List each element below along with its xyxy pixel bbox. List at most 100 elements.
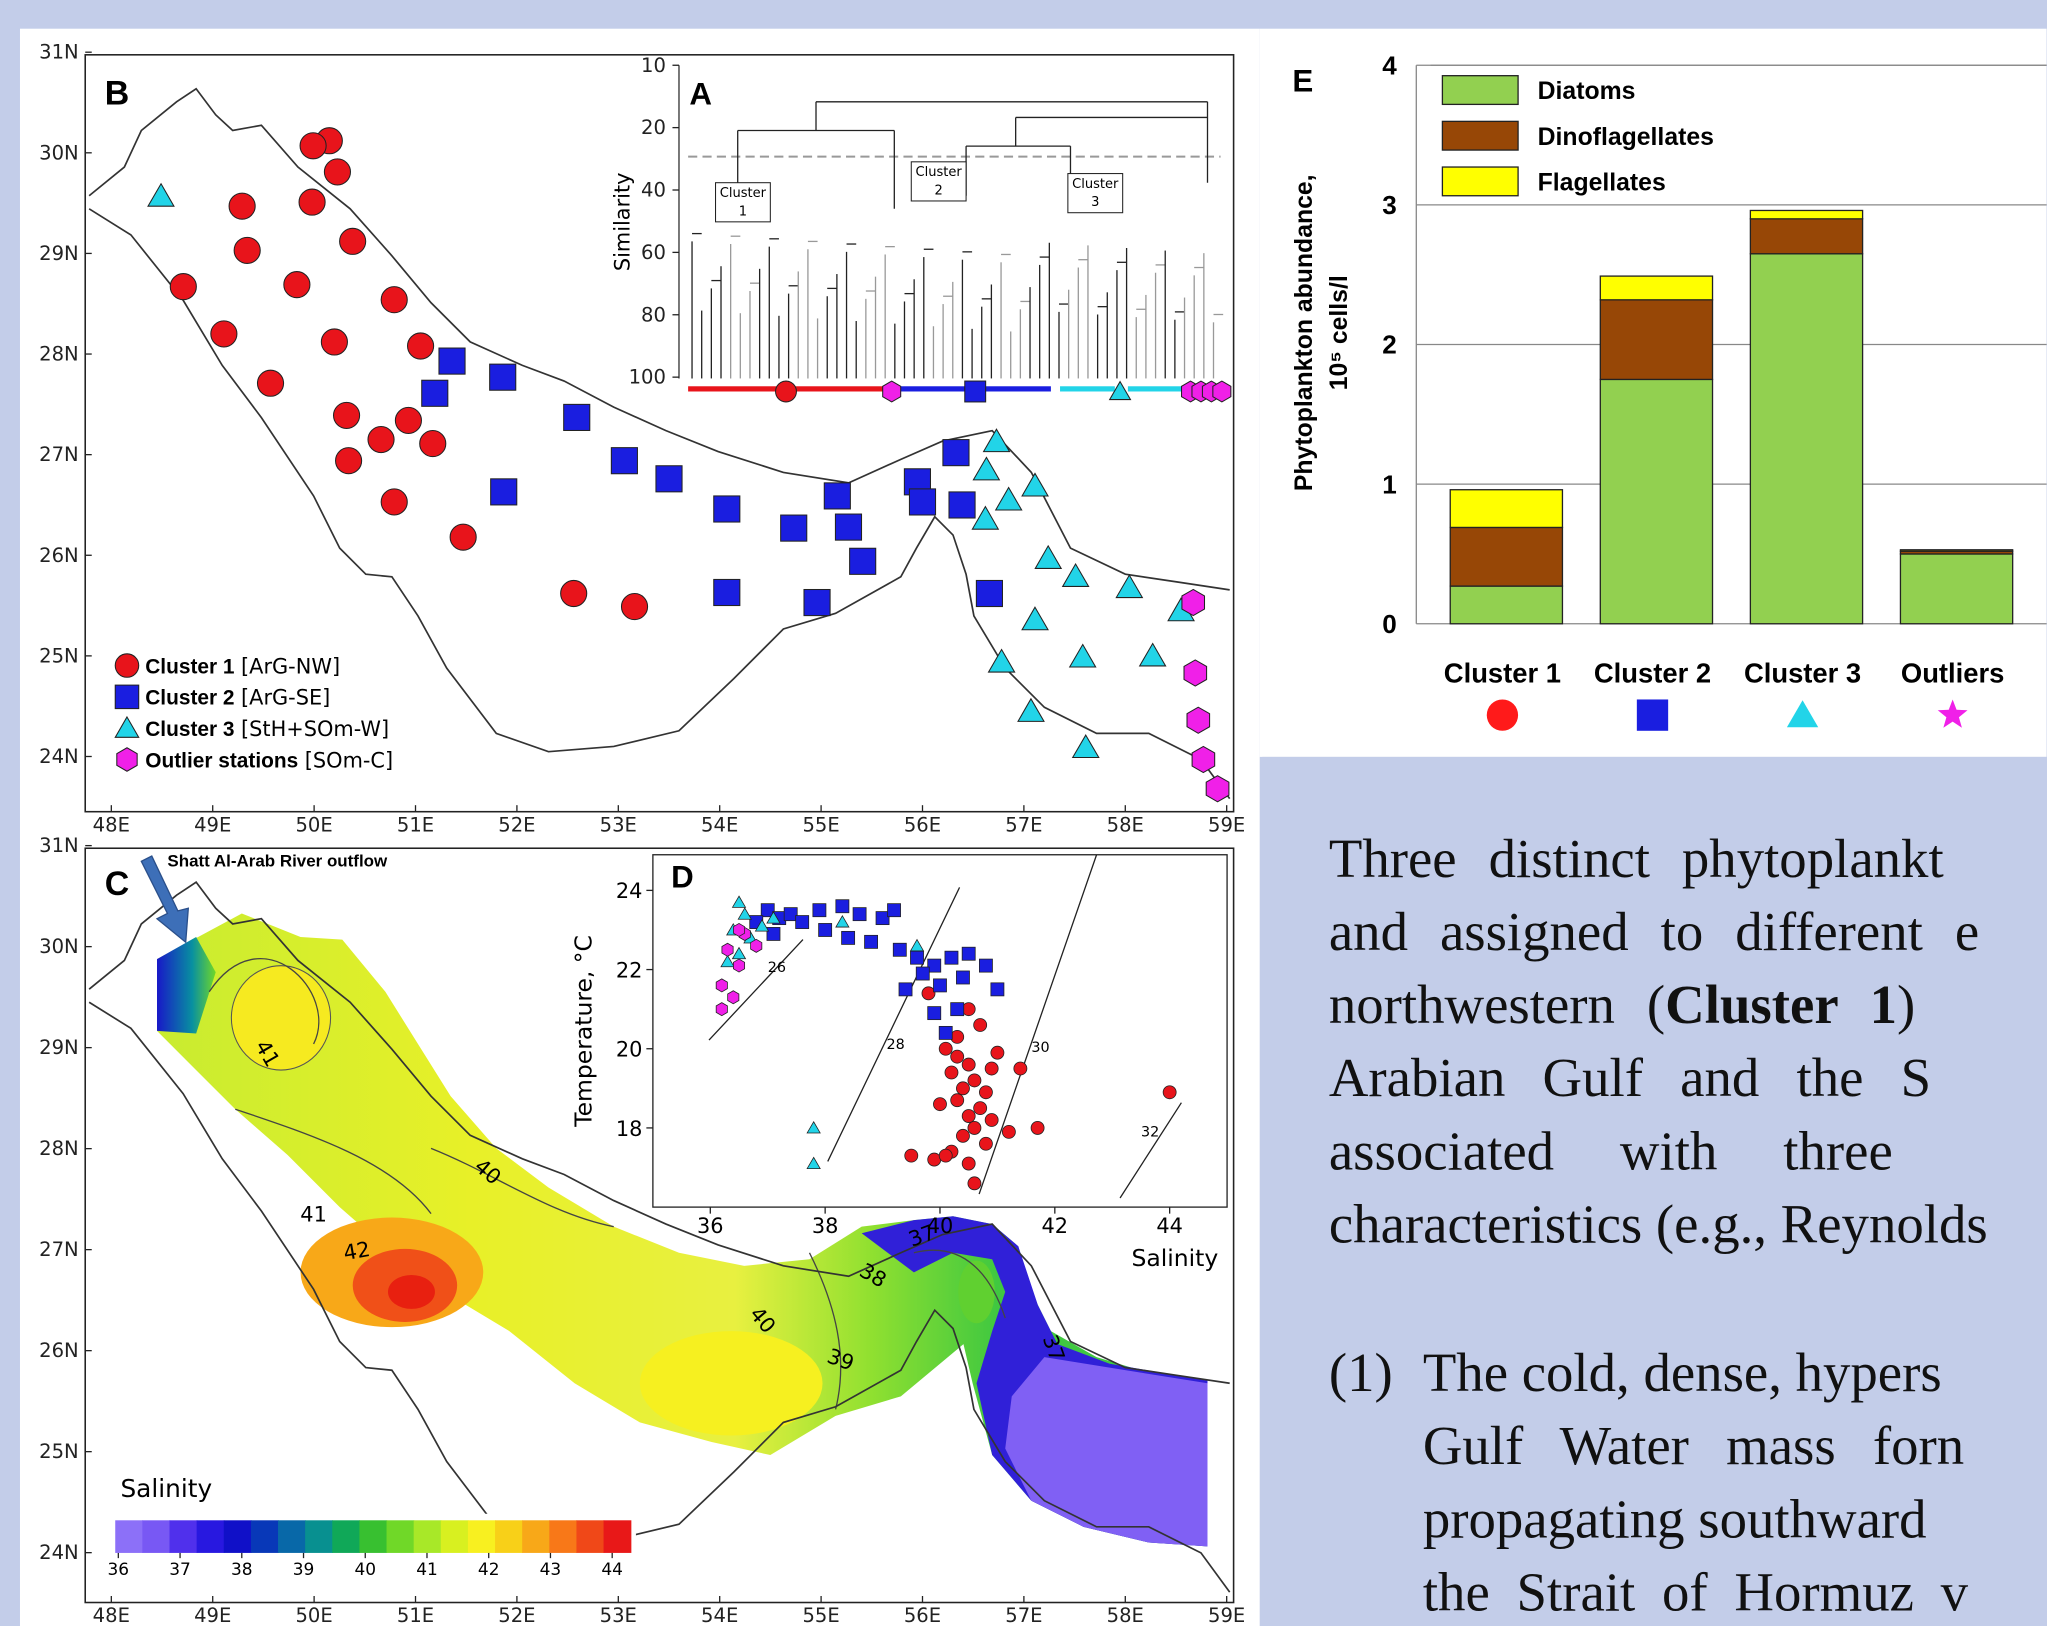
y-tick-label: 24 xyxy=(616,879,643,903)
legend-entry: Outlier stations [SOm-C] xyxy=(145,748,393,772)
colorbar-tick-label: 38 xyxy=(231,1559,253,1579)
legend-marker xyxy=(114,653,140,678)
station xyxy=(780,514,808,542)
cluster-bar xyxy=(900,386,967,392)
salinity-field xyxy=(387,1274,435,1309)
colorbar-swatch xyxy=(386,1520,415,1553)
lon-tick-label: 52E xyxy=(498,1604,535,1626)
legend-entry: Cluster 2 [ArG-SE] xyxy=(145,686,330,710)
station xyxy=(1061,562,1090,587)
text-line: The cold, dense, hypers xyxy=(1423,1342,1942,1403)
station xyxy=(1068,643,1097,668)
sample-point xyxy=(961,1109,976,1123)
station xyxy=(1205,775,1230,803)
station xyxy=(1138,642,1167,667)
legend-marker xyxy=(116,747,138,772)
station xyxy=(994,486,1023,511)
lat-tick-label: 29N xyxy=(39,1036,79,1059)
panel-label: B xyxy=(105,74,130,112)
sample-point xyxy=(818,923,833,937)
sample-point xyxy=(973,1101,988,1116)
text-line: propagating southward xyxy=(1423,1488,1927,1549)
bar-segment xyxy=(1749,253,1864,625)
sample-point xyxy=(933,978,947,993)
cluster-label: Cluster xyxy=(720,186,767,201)
sample-point xyxy=(835,899,850,914)
lon-tick-label: 53E xyxy=(600,1604,637,1626)
station xyxy=(438,347,466,375)
sample-point xyxy=(938,1025,953,1040)
lon-tick-label: 48E xyxy=(93,813,130,836)
y-tick-label: 10 xyxy=(641,54,666,77)
sample-point xyxy=(727,990,740,1005)
bar-segment xyxy=(1899,549,2014,552)
sample-point xyxy=(720,954,735,968)
isopycnal-label: 28 xyxy=(886,1037,904,1053)
x-tick-label: 44 xyxy=(1156,1214,1183,1238)
sample-point xyxy=(731,895,747,908)
station xyxy=(1191,745,1216,774)
station xyxy=(380,488,408,516)
axis-title: Phytoplankton abundance, xyxy=(1291,174,1318,491)
panel-frame xyxy=(84,54,1235,813)
legend-marker xyxy=(114,715,140,738)
x-tick-label: Cluster 1 xyxy=(1444,658,1561,689)
list-marker: (1) xyxy=(1329,1342,1393,1403)
panel-label: E xyxy=(1292,63,1313,98)
sample-point xyxy=(979,1136,993,1151)
legend-swatch xyxy=(1441,120,1519,151)
station xyxy=(298,188,326,216)
sample-point xyxy=(715,978,728,993)
station xyxy=(1186,706,1211,734)
cluster-label-box xyxy=(910,161,967,202)
sample-point xyxy=(984,1113,999,1127)
axis-title: Salinity xyxy=(1131,1244,1218,1272)
station xyxy=(975,579,1003,608)
legend-marker xyxy=(114,684,140,710)
sample-point xyxy=(795,915,810,929)
colorbar-swatch xyxy=(413,1520,442,1553)
lon-tick-label: 57E xyxy=(1005,813,1042,836)
legend-name: Cluster 3 xyxy=(145,718,234,741)
sample-point xyxy=(933,1097,947,1112)
sample-point xyxy=(852,907,867,922)
sample-point xyxy=(927,958,942,973)
sample-point xyxy=(967,1121,982,1135)
sample-point xyxy=(956,1081,970,1096)
sample-point xyxy=(864,934,878,949)
y-tick-label: 100 xyxy=(629,366,666,389)
cluster-label-box xyxy=(1067,173,1124,214)
lat-tick-label: 24N xyxy=(39,745,79,768)
cluster-label: 1 xyxy=(739,204,747,219)
station xyxy=(1017,697,1045,722)
salinity-field xyxy=(156,936,216,1034)
sample-point xyxy=(835,915,850,928)
lon-tick-label: 52E xyxy=(498,813,535,836)
bar-segment xyxy=(1449,585,1564,625)
lon-tick-label: 59E xyxy=(1208,813,1245,836)
sample-point xyxy=(875,911,890,926)
salinity-field xyxy=(230,965,332,1071)
colorbar-swatch xyxy=(169,1520,198,1553)
y-tick-label: 60 xyxy=(641,241,666,264)
sample-point xyxy=(990,1045,1005,1060)
cluster-marker xyxy=(1108,380,1132,401)
station xyxy=(1181,588,1206,617)
y-tick-label: 20 xyxy=(641,116,666,139)
x-tick-label: 38 xyxy=(812,1214,839,1238)
x-tick-label: 36 xyxy=(697,1214,724,1238)
station xyxy=(1115,574,1144,599)
lat-tick-label: 24N xyxy=(39,1541,79,1564)
lat-tick-label: 28N xyxy=(39,1137,79,1160)
colorbar-title: Salinity xyxy=(120,1474,212,1503)
panel-label: D xyxy=(671,859,694,894)
sample-point xyxy=(737,907,752,920)
station xyxy=(987,648,1016,673)
legend-entry: Flagellates xyxy=(1538,170,1666,197)
sample-point xyxy=(950,1002,965,1017)
colorbar-swatch xyxy=(332,1520,361,1553)
lat-tick-label: 30N xyxy=(39,141,79,164)
cluster-marker xyxy=(1212,380,1232,403)
station xyxy=(620,593,649,621)
